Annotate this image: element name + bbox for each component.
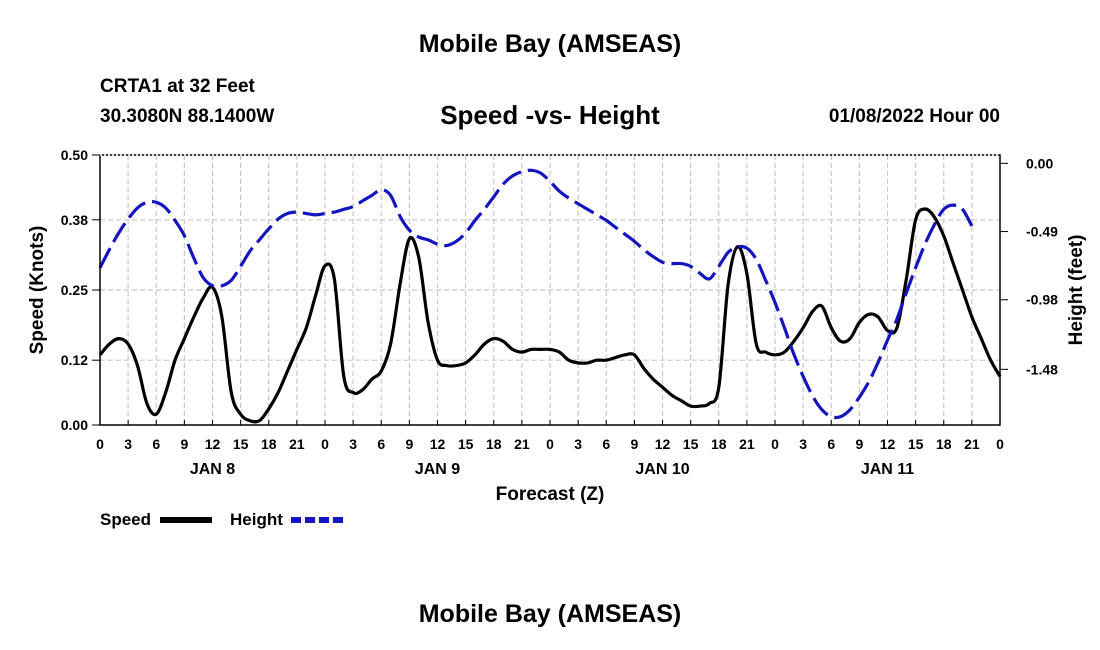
x-tick-label: 0 <box>996 436 1004 452</box>
x-day-label: JAN 11 <box>861 461 914 478</box>
x-tick-label: 6 <box>827 436 835 452</box>
y-right-tick-label: 0.00 <box>1026 155 1053 171</box>
chart-subtitle: Speed -vs- Height <box>440 100 660 130</box>
x-tick-label: 0 <box>321 436 329 452</box>
station-coordinates: 30.3080N 88.1400W <box>100 106 275 127</box>
x-tick-label: 18 <box>486 436 502 452</box>
x-tick-label: 9 <box>405 436 413 452</box>
x-tick-label: 9 <box>180 436 188 452</box>
x-tick-label: 6 <box>602 436 610 452</box>
x-tick-label: 21 <box>964 436 980 452</box>
x-tick-label: 21 <box>739 436 755 452</box>
x-tick-label: 3 <box>124 436 132 452</box>
series-lines <box>98 168 1002 424</box>
x-tick-label: 18 <box>261 436 277 452</box>
grid-lines <box>100 155 1000 425</box>
forecast-datetime: 01/08/2022 Hour 00 <box>828 106 1000 127</box>
axes: 0 3 6 9 12 15 18 21 0 3 6 9 12 15 18 21 0 3 6 9 12 15 18 21 0 3 6 9… <box>61 147 1058 478</box>
x-tick-label: 21 <box>289 436 305 452</box>
y-left-tick-label: 0.38 <box>61 212 88 228</box>
legend-height-label: Height <box>230 510 283 529</box>
chart-main-title: Mobile Bay (AMSEAS) <box>418 30 682 58</box>
series-line-height <box>98 168 974 420</box>
x-day-label: JAN 8 <box>190 461 235 478</box>
x-tick-label: 3 <box>799 436 807 452</box>
series-line-speed <box>98 207 1002 424</box>
y-axis-right-label: Height (feet) <box>1066 235 1087 346</box>
x-tick-label: 15 <box>683 436 699 452</box>
x-tick-label: 18 <box>936 436 952 452</box>
x-tick-label: 12 <box>880 436 896 452</box>
x-tick-label: 15 <box>233 436 249 452</box>
x-tick-label: 12 <box>655 436 671 452</box>
x-tick-label: 15 <box>908 436 924 452</box>
x-tick-label: 12 <box>430 436 446 452</box>
y-left-tick-label: 0.12 <box>61 352 88 368</box>
speed-height-chart: 0 3 6 9 12 15 18 21 0 3 6 9 12 15 18 21 0 3 6 9 12 15 18 21 0 3 6 9… <box>27 147 1087 529</box>
x-tick-label: 21 <box>514 436 530 452</box>
x-tick-label: 0 <box>546 436 554 452</box>
x-tick-label: 9 <box>630 436 638 452</box>
y-left-tick-label: 0.50 <box>61 147 88 163</box>
x-tick-label: 0 <box>96 436 104 452</box>
x-tick-label: 15 <box>458 436 474 452</box>
y-left-tick-label: 0.25 <box>61 282 88 298</box>
y-right-tick-label: -1.48 <box>1026 361 1058 377</box>
x-tick-label: 0 <box>771 436 779 452</box>
y-axis-left-label: Speed (Knots) <box>27 226 48 355</box>
y-left-tick-label: 0.00 <box>61 417 88 433</box>
x-tick-label: 18 <box>711 436 727 452</box>
x-tick-label: 9 <box>855 436 863 452</box>
x-tick-label: 6 <box>377 436 385 452</box>
legend: Speed Height <box>100 510 343 529</box>
y-right-tick-label: -0.49 <box>1026 224 1058 240</box>
x-tick-label: 12 <box>205 436 221 452</box>
station-label: CRTA1 at 32 Feet <box>100 76 255 97</box>
chart-footer-title: Mobile Bay (AMSEAS) <box>418 600 682 628</box>
x-day-label: JAN 10 <box>635 461 689 478</box>
x-tick-label: 3 <box>349 436 357 452</box>
x-day-label: JAN 9 <box>415 461 460 478</box>
x-tick-label: 3 <box>574 436 582 452</box>
legend-speed-label: Speed <box>100 510 151 529</box>
x-tick-label: 6 <box>152 436 160 452</box>
x-axis-label: Forecast (Z) <box>496 484 605 505</box>
y-right-tick-label: -0.98 <box>1026 292 1058 308</box>
